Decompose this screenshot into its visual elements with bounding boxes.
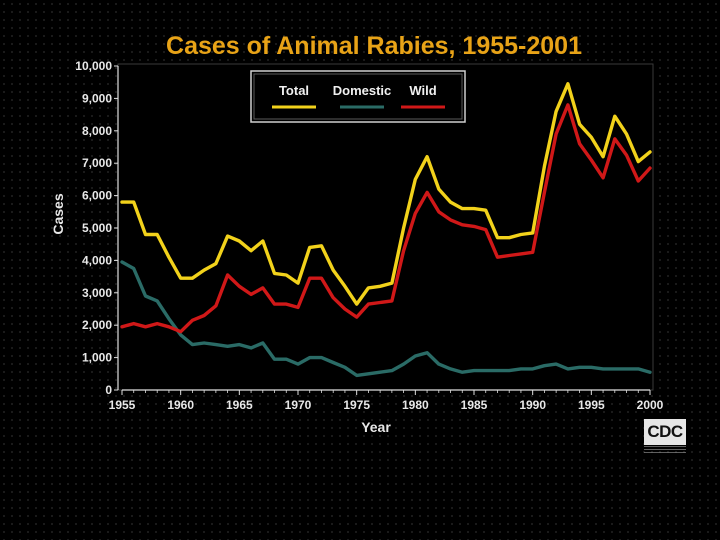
series-line-total (120, 82, 652, 306)
legend-label-total: Total (279, 83, 309, 98)
cdc-logo-mark: CDC (644, 419, 686, 445)
y-tick-label: 0 (105, 383, 112, 397)
y-tick-label: 4,000 (82, 253, 112, 267)
series-line-wild (120, 103, 652, 334)
y-tick-label: 3,000 (82, 286, 112, 300)
y-tick-label: 9,000 (82, 91, 112, 105)
series-line-domestic (120, 260, 652, 378)
legend-inner-frame (253, 73, 463, 120)
legend-frame (250, 70, 466, 123)
x-tick-label: 2000 (637, 398, 664, 412)
legend-label-domestic: Domestic (333, 83, 392, 98)
y-tick-label: 2,000 (82, 318, 112, 332)
x-axis-label: Year (361, 419, 391, 435)
chart-title: Cases of Animal Rabies, 1955-2001 (166, 32, 582, 60)
x-tick-label: 1980 (402, 398, 429, 412)
series-lines (120, 82, 652, 378)
x-tick-label: 1975 (343, 398, 370, 412)
y-tick-label: 8,000 (82, 124, 112, 138)
x-tick-label: 1955 (109, 398, 136, 412)
y-axis-ticks: 0 1,000 2,000 3,000 4,000 5,000 6,000 7,000 8,00… (75, 59, 118, 397)
y-tick-label: 7,000 (82, 156, 112, 170)
chart-legend: Total Domestic Wild (250, 70, 466, 123)
legend-label-wild: Wild (409, 83, 436, 98)
y-tick-label: 1,000 (82, 351, 112, 365)
y-tick-label: 5,000 (82, 221, 112, 235)
x-tick-label: 1985 (461, 398, 488, 412)
x-tick-label: 1990 (519, 398, 546, 412)
x-tick-label: 1960 (167, 398, 194, 412)
y-axis-label: Cases (50, 193, 66, 234)
y-tick-label: 10,000 (75, 59, 112, 73)
cdc-logo-fine-print (644, 446, 686, 453)
cdc-logo: CDC (644, 419, 686, 453)
x-tick-label: 1970 (285, 398, 312, 412)
legend-items: Total Domestic Wild (272, 83, 445, 109)
x-tick-label: 1995 (578, 398, 605, 412)
x-axis-ticks: 1955 1960 1965 1970 1975 1980 1985 1990 1995 2000 (109, 390, 664, 412)
y-tick-label: 6,000 (82, 189, 112, 203)
x-tick-label: 1965 (226, 398, 253, 412)
